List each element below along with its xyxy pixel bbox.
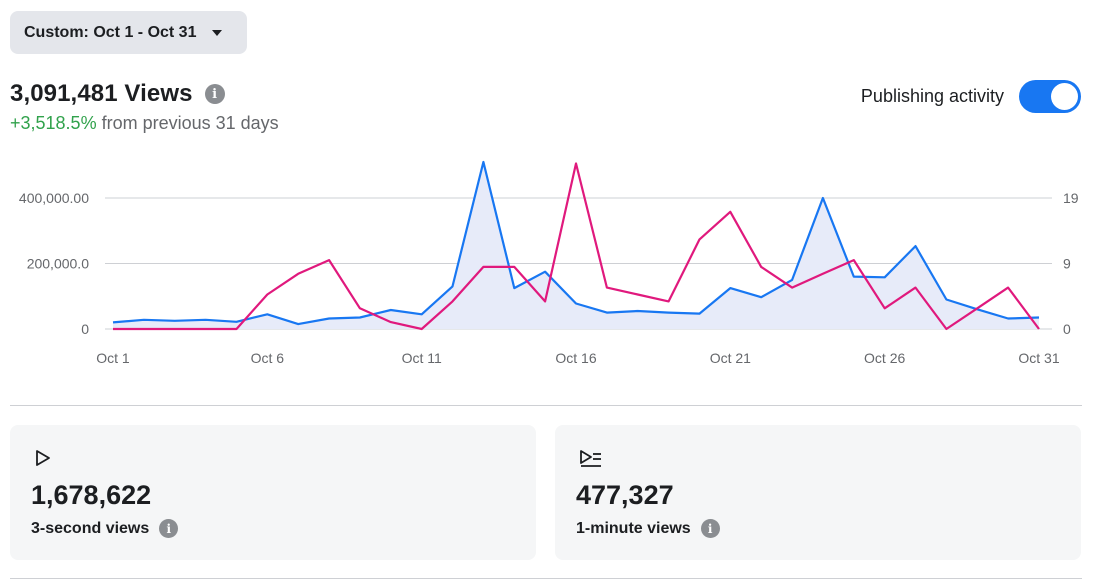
metric-label: 3-second views xyxy=(31,519,150,537)
date-range-label: Custom: Oct 1 - Oct 31 xyxy=(24,23,197,41)
x-tick-label: Oct 11 xyxy=(402,350,442,366)
metric-value: 477,327 xyxy=(576,480,674,510)
info-icon[interactable]: i xyxy=(159,519,179,538)
views-series-line xyxy=(112,160,1040,326)
date-range-dropdown[interactable]: Custom: Oct 1 - Oct 31 xyxy=(10,11,247,54)
metric-label-row: 3-second views i xyxy=(31,519,179,538)
y-right-tick-label: 0 xyxy=(1063,321,1071,337)
toggle-knob xyxy=(1051,83,1078,110)
publishing-series-line xyxy=(113,162,1040,331)
play-icon xyxy=(36,450,50,466)
views-headline: 3,091,481 Views i xyxy=(10,80,225,108)
x-tick-label: Oct 26 xyxy=(864,350,905,366)
total-views: 3,091,481 Views xyxy=(10,80,193,107)
x-tick-label: Oct 1 xyxy=(96,350,130,366)
play-list-icon xyxy=(580,450,601,467)
x-tick-label: Oct 16 xyxy=(555,350,596,366)
series-area xyxy=(113,162,1039,329)
chevron-down-icon xyxy=(212,29,223,36)
info-icon[interactable]: i xyxy=(700,519,720,538)
publishing-activity-toggle[interactable] xyxy=(1019,80,1081,113)
views-chart: 400,000.00 19 200,000.0 9 0 0 Oct 1 Oct 6 Oct 11… xyxy=(19,160,1079,366)
chart-lines xyxy=(112,160,1040,331)
y-left-tick-label: 400,000.00 xyxy=(19,190,89,206)
x-tick-label: Oct 21 xyxy=(710,350,751,366)
chart-ticks: 400,000.00 19 200,000.0 9 0 0 Oct 1 Oct 6 Oct 11… xyxy=(19,190,1079,366)
x-tick-label: Oct 31 xyxy=(1018,350,1059,366)
info-icon[interactable]: i xyxy=(204,84,225,104)
divider xyxy=(10,405,1082,406)
publishing-activity: Publishing activity xyxy=(861,80,1081,113)
metric-card-3s[interactable]: 1,678,622 3-second views i xyxy=(10,425,536,560)
metric-value: 1,678,622 xyxy=(31,480,152,510)
chart-areas xyxy=(113,162,1039,329)
change-text: from previous 31 days xyxy=(101,113,279,133)
metric-label: 1-minute views xyxy=(576,519,691,537)
y-right-tick-label: 19 xyxy=(1063,190,1079,206)
change-percent: +3,518.5% xyxy=(10,113,97,133)
publishing-activity-label: Publishing activity xyxy=(860,86,1004,106)
divider xyxy=(10,578,1082,579)
x-tick-label: Oct 6 xyxy=(251,350,285,366)
metric-label-row: 1-minute views i xyxy=(576,519,720,538)
y-left-tick-label: 200,000.0 xyxy=(27,256,89,272)
metric-card-1m[interactable]: 477,327 1-minute views i xyxy=(555,425,1081,560)
views-change: +3,518.5% from previous 31 days xyxy=(10,113,279,134)
y-left-tick-label: 0 xyxy=(81,321,89,337)
y-right-tick-label: 9 xyxy=(1063,256,1071,272)
